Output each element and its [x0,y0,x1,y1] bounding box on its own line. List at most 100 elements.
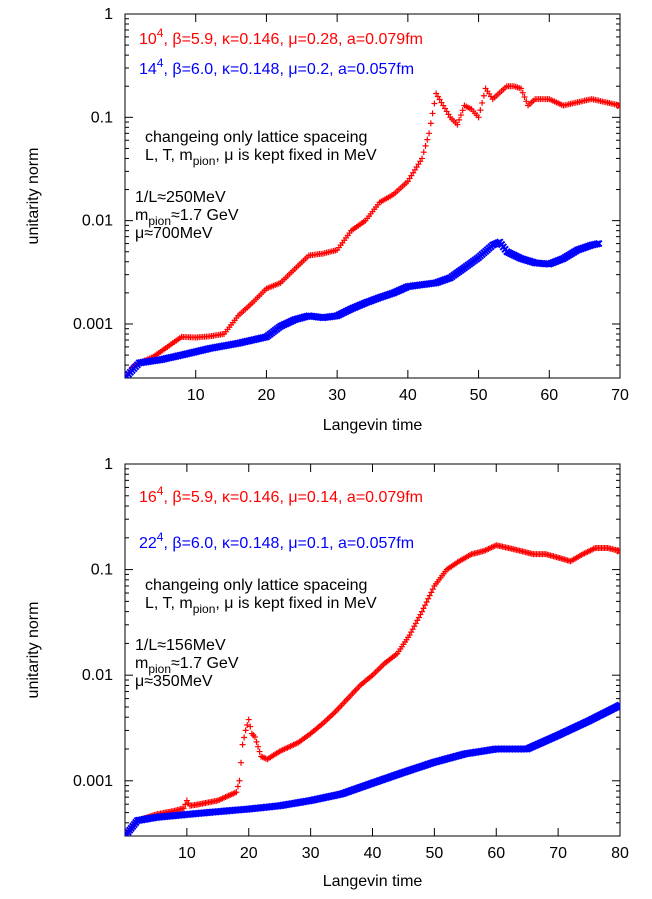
data-point [422,142,429,149]
data-point [518,85,524,92]
data-point [426,130,433,137]
x-tick-label: 40 [364,845,382,862]
annotation-line: mpion≈1.7 GeV [135,655,239,676]
annotation-line: 1/L≈250MeV [135,189,226,206]
data-point [616,547,620,555]
annotation-line: changeing only lattice spaceing [145,129,367,146]
legend-entry-2: 144, β=6.0, κ=0.148, μ=0.2, a=0.057fm [139,56,414,78]
x-tick-label: 60 [487,845,505,862]
y-tick-label: 0.01 [82,213,113,230]
data-point [480,92,487,99]
y-tick-label: 0.1 [91,109,113,126]
data-point [242,727,249,734]
legend-entry-1: 104, β=5.9, κ=0.146, μ=0.28, a=0.079fm [139,26,423,48]
data-point [236,777,243,784]
data-point [180,805,187,812]
x-tick-label: 70 [611,387,629,404]
annotation-line: changeing only lattice spaceing [145,577,367,594]
x-tick-label: 30 [328,387,346,404]
annotation-line: μ≈700MeV [135,225,213,242]
y-tick-label: 1 [104,456,113,473]
data-point [429,586,436,593]
data-point [477,107,484,114]
data-point [459,107,466,114]
x-tick-label: 20 [240,845,258,862]
data-point [479,99,486,106]
data-point [255,743,262,750]
annotation-line: 1/L≈156MeV [135,637,226,654]
annotation-line: μ≈350MeV [135,673,213,690]
data-point [422,602,429,609]
data-point [423,598,430,605]
data-point [253,738,260,745]
x-tick-label: 30 [302,845,320,862]
data-point [238,759,245,766]
data-point [419,155,425,162]
chart-2: 10 20 30 40 50 60 70 80 0.001 0.01 0.1 1 Langevin ti… [25,456,629,890]
data-point [245,716,252,723]
x-tick-label: 10 [187,387,205,404]
x-tick-label: 20 [258,387,276,404]
data-point [239,741,246,748]
data-point [519,89,526,96]
data-point [454,121,461,128]
plot-frame [124,13,621,379]
series-2 [125,238,603,378]
y-axis-label: unitarity norm [25,148,42,245]
data-point [241,734,248,741]
data-point [251,733,258,740]
x-tick-label: 50 [425,845,443,862]
annotation-line: mpion≈1.7 GeV [135,207,239,228]
data-point [426,592,433,599]
data-point [457,112,464,119]
data-point [244,721,251,728]
data-point [425,595,432,602]
series-1 [125,542,620,836]
data-point [434,93,441,100]
data-point [429,110,436,117]
y-tick-label: 1 [104,6,113,23]
data-point [419,608,425,615]
series-1 [125,83,620,378]
legend-entry-2: 224, β=6.0, κ=0.148, μ=0.1, a=0.057fm [139,530,414,552]
data-point [420,605,427,612]
data-point [438,99,445,106]
data-point [233,789,240,796]
data-point [595,239,603,248]
x-axis-label: Langevin time [323,873,423,890]
data-point [475,114,482,121]
data-point [256,748,263,755]
data-point [427,120,434,127]
chart-1: 10 20 30 40 50 60 70 0.001 0.01 0.1 1 Langevin time… [25,6,629,434]
x-tick-label: 70 [549,845,567,862]
y-tick-label: 0.01 [82,667,113,684]
data-point [234,783,241,790]
annotation-line: L, T, mpion, μ is kept fixed in MeV [145,595,377,616]
data-point [424,136,431,143]
annotation-line: L, T, mpion, μ is kept fixed in MeV [145,147,377,168]
data-point [247,723,254,730]
x-axis-label: Langevin time [323,417,423,434]
data-point [616,101,620,110]
y-tick-label: 0.001 [73,316,113,333]
data-point [428,589,435,596]
y-tick-label: 0.1 [91,562,113,579]
data-point [616,701,620,709]
x-tick-label: 60 [540,387,558,404]
data-point [523,98,530,105]
y-axis-label: unitarity norm [25,602,42,699]
data-point [182,801,189,808]
data-point [420,149,427,156]
data-point [431,100,438,107]
y-tick-label: 0.001 [73,773,113,790]
data-point [456,116,463,123]
series-2 [125,701,620,836]
x-tick-label: 40 [399,387,417,404]
data-point [436,96,443,103]
data-point [521,94,528,101]
x-tick-label: 10 [178,845,196,862]
x-tick-label: 50 [470,387,488,404]
x-tick-label: 80 [611,845,629,862]
legend-entry-1: 164, β=5.9, κ=0.146, μ=0.14, a=0.079fm [139,484,423,506]
